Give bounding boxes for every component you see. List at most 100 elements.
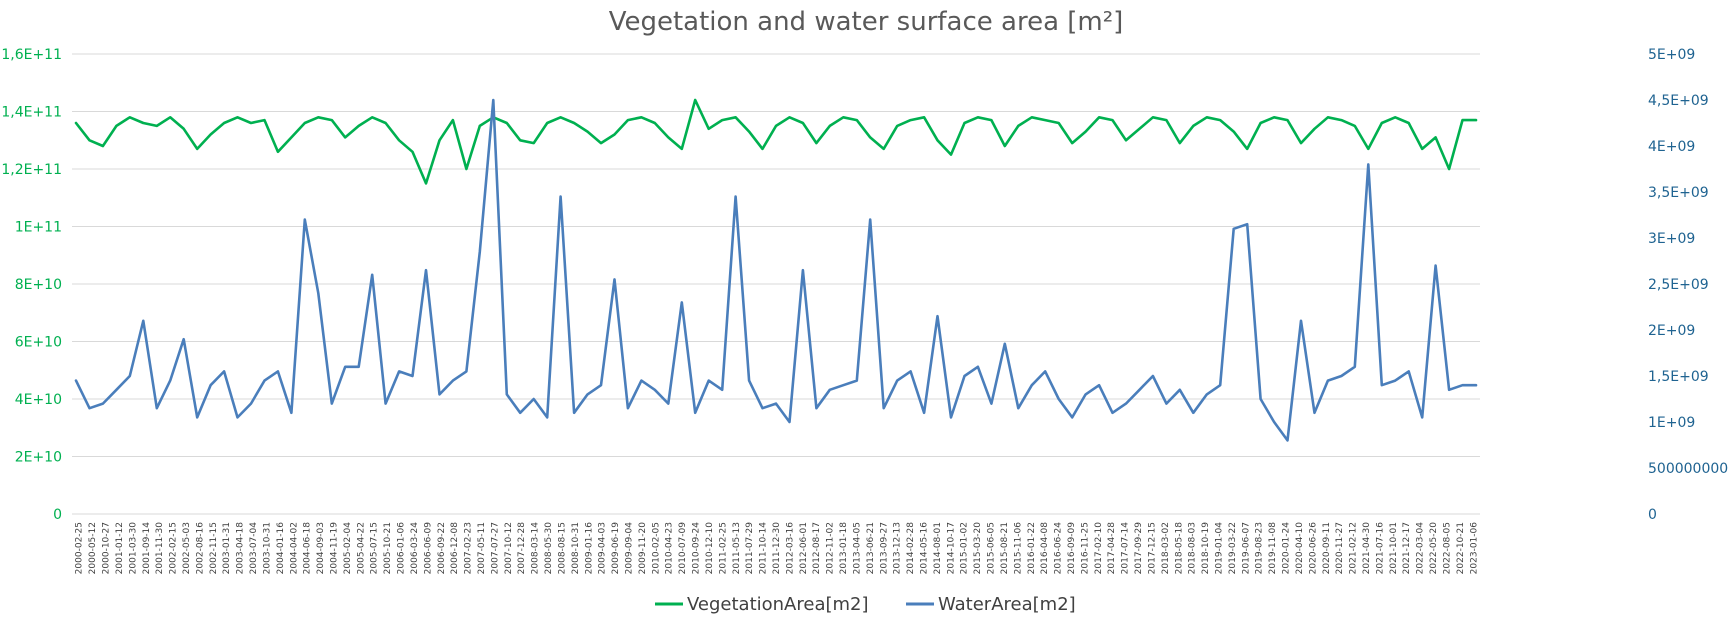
data-point-vegetation	[1111, 119, 1114, 121]
right-tick-label: 4E+09	[1648, 139, 1695, 155]
data-point-water	[492, 99, 495, 101]
data-point-vegetation	[1394, 116, 1396, 119]
data-point-water	[129, 375, 131, 377]
data-point-vegetation	[1286, 119, 1289, 121]
x-tick-label: 2000-02-25	[75, 522, 85, 574]
data-point-water	[1138, 389, 1141, 391]
data-point-water	[479, 251, 481, 253]
data-point-water	[223, 370, 225, 373]
data-point-water	[1434, 264, 1437, 267]
data-point-vegetation	[1421, 148, 1423, 150]
x-tick-label: 2006-03-24	[410, 522, 420, 575]
data-point-vegetation	[532, 142, 535, 144]
data-point-vegetation	[250, 122, 252, 124]
x-tick-label: 2012-06-01	[799, 522, 809, 574]
data-point-water	[761, 407, 764, 410]
data-point-vegetation	[1084, 130, 1087, 133]
data-point-water	[532, 398, 535, 400]
x-tick-label: 2015-06-05	[987, 522, 997, 574]
data-point-water	[1031, 384, 1033, 387]
data-point-vegetation	[1407, 122, 1410, 124]
data-point-water	[559, 195, 562, 198]
x-tick-label: 2021-04-30	[1362, 522, 1372, 575]
data-point-vegetation	[331, 119, 333, 121]
data-point-vegetation	[1448, 168, 1450, 170]
x-tick-label: 2020-11-27	[1335, 522, 1345, 574]
left-tick-label: 1,2E+11	[1, 162, 62, 178]
data-point-vegetation	[1057, 122, 1060, 124]
x-tick-label: 2007-10-12	[504, 522, 514, 574]
data-point-vegetation	[788, 116, 791, 119]
x-tick-label: 2018-05-18	[1174, 522, 1184, 575]
x-tick-label: 2019-03-22	[1228, 522, 1238, 574]
x-tick-label: 2011-02-25	[718, 522, 728, 574]
data-point-water	[371, 274, 374, 276]
right-tick-label: 2E+09	[1648, 323, 1695, 339]
data-point-vegetation	[815, 142, 818, 144]
data-point-vegetation	[1071, 142, 1073, 144]
data-point-water	[1017, 407, 1020, 410]
x-tick-label: 2019-01-04	[1215, 522, 1225, 575]
x-tick-label: 2004-04-02	[289, 522, 299, 574]
data-point-vegetation	[156, 125, 158, 127]
left-tick-label: 1,6E+11	[1, 47, 62, 63]
data-point-water	[613, 278, 616, 281]
right-tick-label: 4,5E+09	[1648, 93, 1709, 109]
data-point-water	[829, 389, 831, 391]
data-point-water	[156, 407, 158, 410]
x-tick-label: 2018-03-02	[1161, 522, 1171, 574]
data-point-vegetation	[1354, 125, 1356, 127]
data-point-vegetation	[209, 133, 212, 136]
x-tick-label: 2002-08-16	[195, 522, 205, 575]
x-tick-label: 2018-08-03	[1188, 522, 1198, 574]
data-point-vegetation	[1098, 116, 1100, 119]
x-tick-label: 2011-07-29	[745, 522, 755, 575]
data-point-water	[196, 416, 198, 419]
x-tick-label: 2007-07-27	[490, 522, 500, 574]
data-point-water	[990, 402, 993, 405]
data-point-vegetation	[142, 122, 145, 124]
data-point-water	[681, 301, 683, 304]
data-point-vegetation	[869, 136, 871, 139]
x-tick-label: 2009-06-19	[611, 522, 621, 575]
data-point-vegetation	[506, 122, 508, 124]
x-tick-label: 2021-12-17	[1402, 522, 1412, 574]
legend: VegetationArea[m2] WaterArea[m2]	[655, 594, 1076, 615]
x-tick-label: 2022-03-04	[1416, 522, 1426, 575]
x-tick-label: 2015-01-02	[960, 522, 970, 574]
data-point-water	[115, 389, 118, 391]
data-point-vegetation	[452, 119, 454, 121]
data-point-vegetation	[75, 122, 77, 124]
data-point-vegetation	[896, 125, 898, 127]
data-point-water	[963, 375, 966, 377]
data-point-vegetation	[734, 116, 737, 119]
x-tick-label: 2021-07-16	[1375, 522, 1385, 575]
x-tick-label: 2007-05-11	[477, 522, 487, 574]
x-tick-label: 2015-08-21	[1000, 522, 1010, 574]
data-point-vegetation	[802, 122, 804, 124]
x-tick-label: 2020-04-10	[1295, 522, 1305, 575]
data-point-vegetation	[586, 130, 589, 133]
left-tick-label: 8E+10	[15, 277, 62, 293]
right-tick-label: 500000000	[1648, 461, 1728, 477]
right-tick-label: 0	[1648, 507, 1657, 523]
data-point-water	[519, 412, 521, 414]
x-tick-label: 2008-05-30	[544, 522, 554, 575]
x-tick-label: 2010-02-05	[651, 522, 661, 574]
x-tick-label: 2005-04-22	[356, 522, 366, 574]
x-tick-label: 2021-10-01	[1389, 522, 1399, 574]
left-y-axis: 0 2E+10 4E+10 6E+10 8E+10 1E+11 1,2E+11 1,4E+11…	[1, 47, 62, 523]
left-tick-label: 0	[53, 507, 62, 523]
x-tick-label: 2014-08-01	[933, 522, 943, 574]
x-tick-label: 2017-09-29	[1134, 522, 1144, 575]
data-point-water	[707, 379, 710, 382]
x-tick-label: 2002-05-03	[182, 522, 192, 574]
data-point-vegetation	[317, 116, 320, 119]
x-tick-label: 2007-02-23	[464, 522, 474, 574]
x-tick-label: 2016-04-08	[1040, 522, 1050, 575]
data-point-water	[465, 370, 468, 373]
data-point-water	[182, 338, 185, 341]
data-point-water	[209, 384, 212, 387]
x-tick-label: 2014-05-16	[920, 522, 930, 575]
data-point-vegetation	[519, 139, 521, 142]
